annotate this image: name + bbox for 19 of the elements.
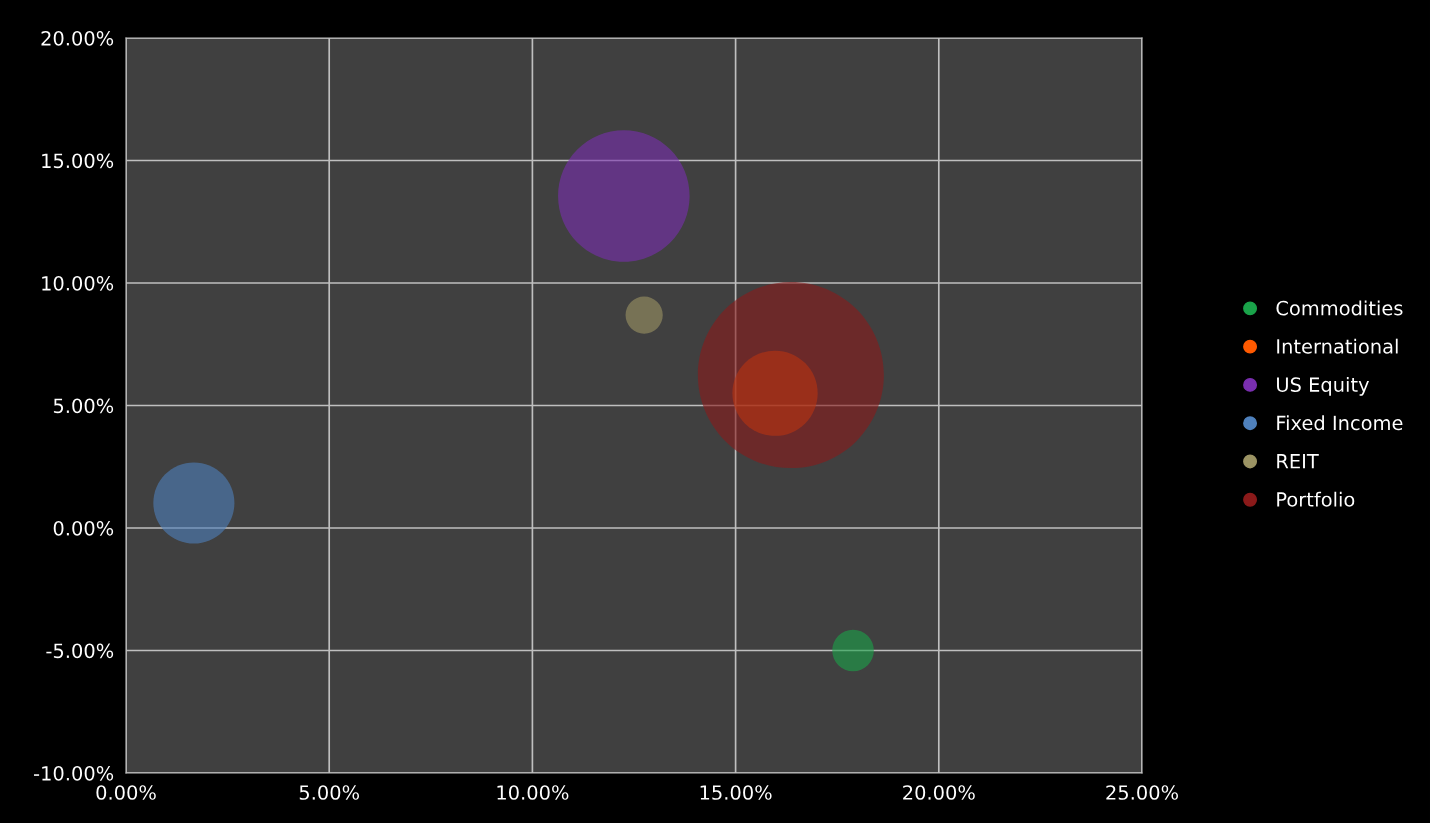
legend-label: Commodities: [1276, 300, 1403, 316]
legend-label: International: [1277, 338, 1398, 354]
x-tick-label: 10.00%: [497, 785, 569, 800]
x-tick-label: 5.00%: [299, 785, 360, 800]
y-tick-label: -5.00%: [46, 643, 114, 659]
legend-label: US Equity: [1277, 376, 1369, 396]
legend-label: Portfolio: [1277, 491, 1355, 507]
y-tick-label: 0.00%: [53, 520, 114, 536]
y-tick-label: 5.00%: [53, 398, 114, 414]
y-tick-label: 10.00%: [42, 275, 114, 291]
y-tick-label: 20.00%: [41, 30, 114, 46]
y-tick-label: 15.00%: [42, 153, 114, 169]
y-tick-label: -10.00%: [33, 765, 114, 781]
x-tick-label: 20.00%: [903, 785, 975, 800]
x-tick-label: 25.00%: [1106, 785, 1178, 800]
x-tick-label: 0.00%: [96, 785, 156, 800]
legend-label: Fixed Income: [1277, 415, 1403, 431]
x-tick-label: 15.00%: [700, 785, 772, 800]
legend-label: REIT: [1277, 454, 1319, 469]
